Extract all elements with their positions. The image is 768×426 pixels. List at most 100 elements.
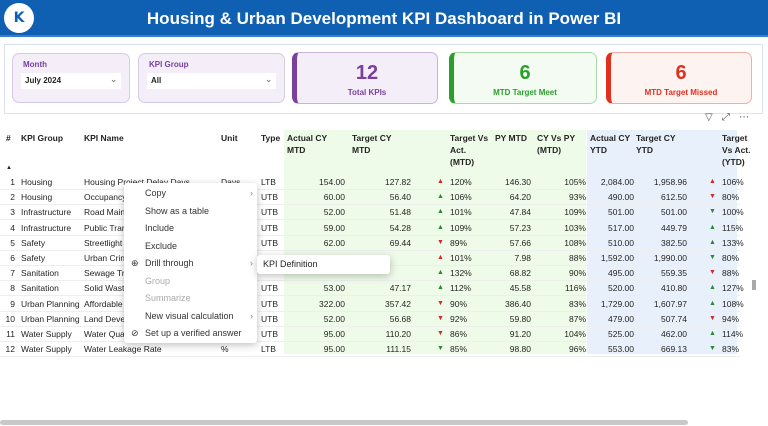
table-cell: 525.00	[608, 329, 634, 339]
table-cell: 57.23	[509, 222, 531, 233]
table-cell: 127.82	[385, 177, 411, 187]
focus-mode-icon[interactable]: ⤢	[721, 112, 730, 123]
table-cell: Solid Waste	[84, 283, 130, 294]
menu-item-copy[interactable]: Copy ›	[145, 188, 253, 204]
table-cell: 106%	[722, 177, 744, 187]
menu-item-kpi-definition[interactable]: KPI Definition	[263, 259, 318, 269]
vertical-scrollbar[interactable]	[752, 280, 756, 290]
table-cell: 110.20	[385, 329, 411, 339]
arrow-down-icon: ▼	[437, 314, 444, 322]
table-row[interactable]: 8 Sanitation Solid Waste UTB 53.00 47.17 ▲ 112%…	[0, 281, 744, 297]
table-cell: 7	[10, 268, 15, 279]
column-header[interactable]: Target CY MTD	[352, 133, 392, 155]
table-cell: 382.50	[661, 237, 687, 248]
horizontal-scrollbar[interactable]	[0, 420, 688, 425]
ytd-section-bg	[587, 130, 737, 354]
kpi-group-slicer[interactable]: KPI Group All ⌄	[138, 53, 285, 103]
table-cell: 115%	[722, 222, 744, 233]
table-cell: %	[221, 344, 229, 355]
table-cell: 59.80	[509, 313, 531, 324]
table-cell: 100%	[722, 207, 744, 218]
table-cell: 108%	[564, 237, 586, 248]
slicer-label: KPI Group	[149, 60, 189, 69]
table-cell: Infrastructure	[21, 222, 72, 233]
table-cell: Urban Planning	[21, 313, 80, 324]
table-row[interactable]: 2 Housing Occupancy UTB 60.00 56.40 ▲ 106% 64.20…	[0, 190, 740, 206]
table-cell: 60.00	[323, 192, 345, 203]
table-cell: 45.58	[509, 283, 531, 294]
filter-icon[interactable]: ▽	[705, 112, 713, 123]
page-title: Housing & Urban Development KPI Dashboar…	[146, 9, 622, 28]
month-dropdown[interactable]: July 2024 ⌄	[21, 73, 121, 89]
column-header[interactable]: PY MTD	[495, 133, 527, 143]
arrow-up-icon: ▲	[437, 269, 444, 277]
table-row[interactable]: 9 Urban Planning Affordable UTB 322.00 357.42…	[0, 297, 744, 312]
table-cell: 62.00	[323, 237, 345, 248]
table-cell: Water Leakage Rate	[84, 344, 162, 355]
arrow-up-icon: ▲	[437, 178, 444, 185]
table-cell: 101%	[450, 253, 472, 263]
chevron-right-icon: ›	[250, 188, 253, 198]
table-cell: LTB	[261, 177, 276, 187]
menu-item-new-visual-calculation[interactable]: New visual calculation ›	[145, 311, 253, 327]
table-cell: 1	[10, 177, 15, 187]
column-header[interactable]: KPI Name	[84, 133, 124, 143]
table-row[interactable]: 4 Infrastructure Public Trans UTB 59.00 54.28…	[0, 221, 744, 236]
drill-through-submenu[interactable]: KPI Definition	[257, 255, 390, 274]
table-row[interactable]: 12 Water Supply Water Leakage Rate% LTB 95.0…	[0, 342, 740, 358]
column-header[interactable]: CY Vs PY (MTD)	[537, 133, 575, 155]
table-cell: Days	[221, 177, 241, 187]
table-cell: 6	[10, 253, 15, 263]
menu-item-include[interactable]: Include	[145, 223, 253, 239]
table-cell: Sanitation	[21, 283, 59, 294]
column-header[interactable]: Actual CY MTD	[287, 133, 327, 155]
month-slicer[interactable]: Month July 2024 ⌄	[12, 53, 130, 103]
arrow-down-icon: ▼	[437, 345, 444, 353]
table-cell: UTB	[261, 329, 278, 339]
table-row[interactable]: 3 Infrastructure Road Maint UTB 52.00 51.48 ▲ 1…	[0, 205, 744, 221]
column-header[interactable]: Target Vs Act. (MTD)	[450, 133, 489, 167]
menu-item-show-as-a-table[interactable]: Show as a table	[145, 206, 253, 222]
arrow-up-icon: ▲	[437, 284, 444, 292]
table-cell: Housing	[21, 177, 53, 187]
table-cell: 132%	[450, 268, 472, 279]
table-row[interactable]: 7 Sanitation Sewage Tre ▲ 132% 68.82 90% 495.00…	[0, 266, 740, 282]
menu-item-label: New visual calculation	[145, 310, 234, 321]
column-header[interactable]: Target Vs Act. (YTD)	[722, 133, 751, 167]
column-header[interactable]: Unit	[221, 133, 238, 143]
table-cell: 12	[5, 344, 15, 355]
table-cell: Land Devel	[84, 313, 128, 324]
table-cell: 80%	[722, 192, 740, 203]
table-cell: 57.66	[509, 237, 531, 248]
table-cell: 357.42	[385, 298, 411, 309]
column-header[interactable]: #	[6, 133, 11, 143]
menu-item-exclude[interactable]: Exclude	[145, 241, 253, 257]
table-cell: 449.79	[661, 222, 687, 233]
table-cell: 94%	[722, 313, 740, 324]
table-row[interactable]: 5 Safety Streetlight UTB 62.00 69.44 ▼ 89% 57.66…	[0, 236, 744, 251]
column-header[interactable]: KPI Group	[21, 133, 64, 143]
arrow-down-icon: ▼	[709, 345, 716, 353]
table-cell: 11	[6, 329, 15, 339]
table-row[interactable]: 10 Urban Planning Land Devel UTB 52.00 56.68 ▼…	[0, 312, 740, 327]
table-row[interactable]: 11 Water Supply Water Qual UTB 95.00 110.20 ▼ 8…	[0, 327, 743, 342]
total-kpis-card: 12 Total KPIs	[292, 52, 438, 104]
table-cell: 86%	[450, 329, 468, 339]
table-cell: 501.00	[661, 207, 687, 218]
more-options-icon[interactable]: ⋯	[739, 112, 750, 123]
table-cell: Urban Crim	[84, 253, 128, 263]
kpi-group-dropdown[interactable]: All ⌄	[147, 73, 276, 89]
table-row[interactable]: 1 Housing Housing Project Delay Days Days LT…	[0, 175, 744, 190]
table-cell: 47.84	[509, 207, 531, 218]
column-header[interactable]: Type	[261, 133, 281, 143]
menu-item-set-up-a-verified-answer[interactable]: ⊘ Set up a verified answer	[131, 328, 253, 344]
table-cell: 559.35	[661, 268, 687, 279]
table-cell: 88%	[722, 268, 740, 279]
table-cell: 146.30	[505, 177, 531, 187]
column-header[interactable]: Target CY YTD	[636, 133, 676, 155]
column-header[interactable]: Actual CY YTD	[590, 133, 630, 155]
menu-item-drill-through[interactable]: ⊕ Drill through ›	[131, 258, 253, 274]
table-cell: 386.40	[505, 298, 531, 309]
table-cell: 501.00	[608, 207, 634, 218]
table-cell: 91.20	[509, 329, 531, 339]
